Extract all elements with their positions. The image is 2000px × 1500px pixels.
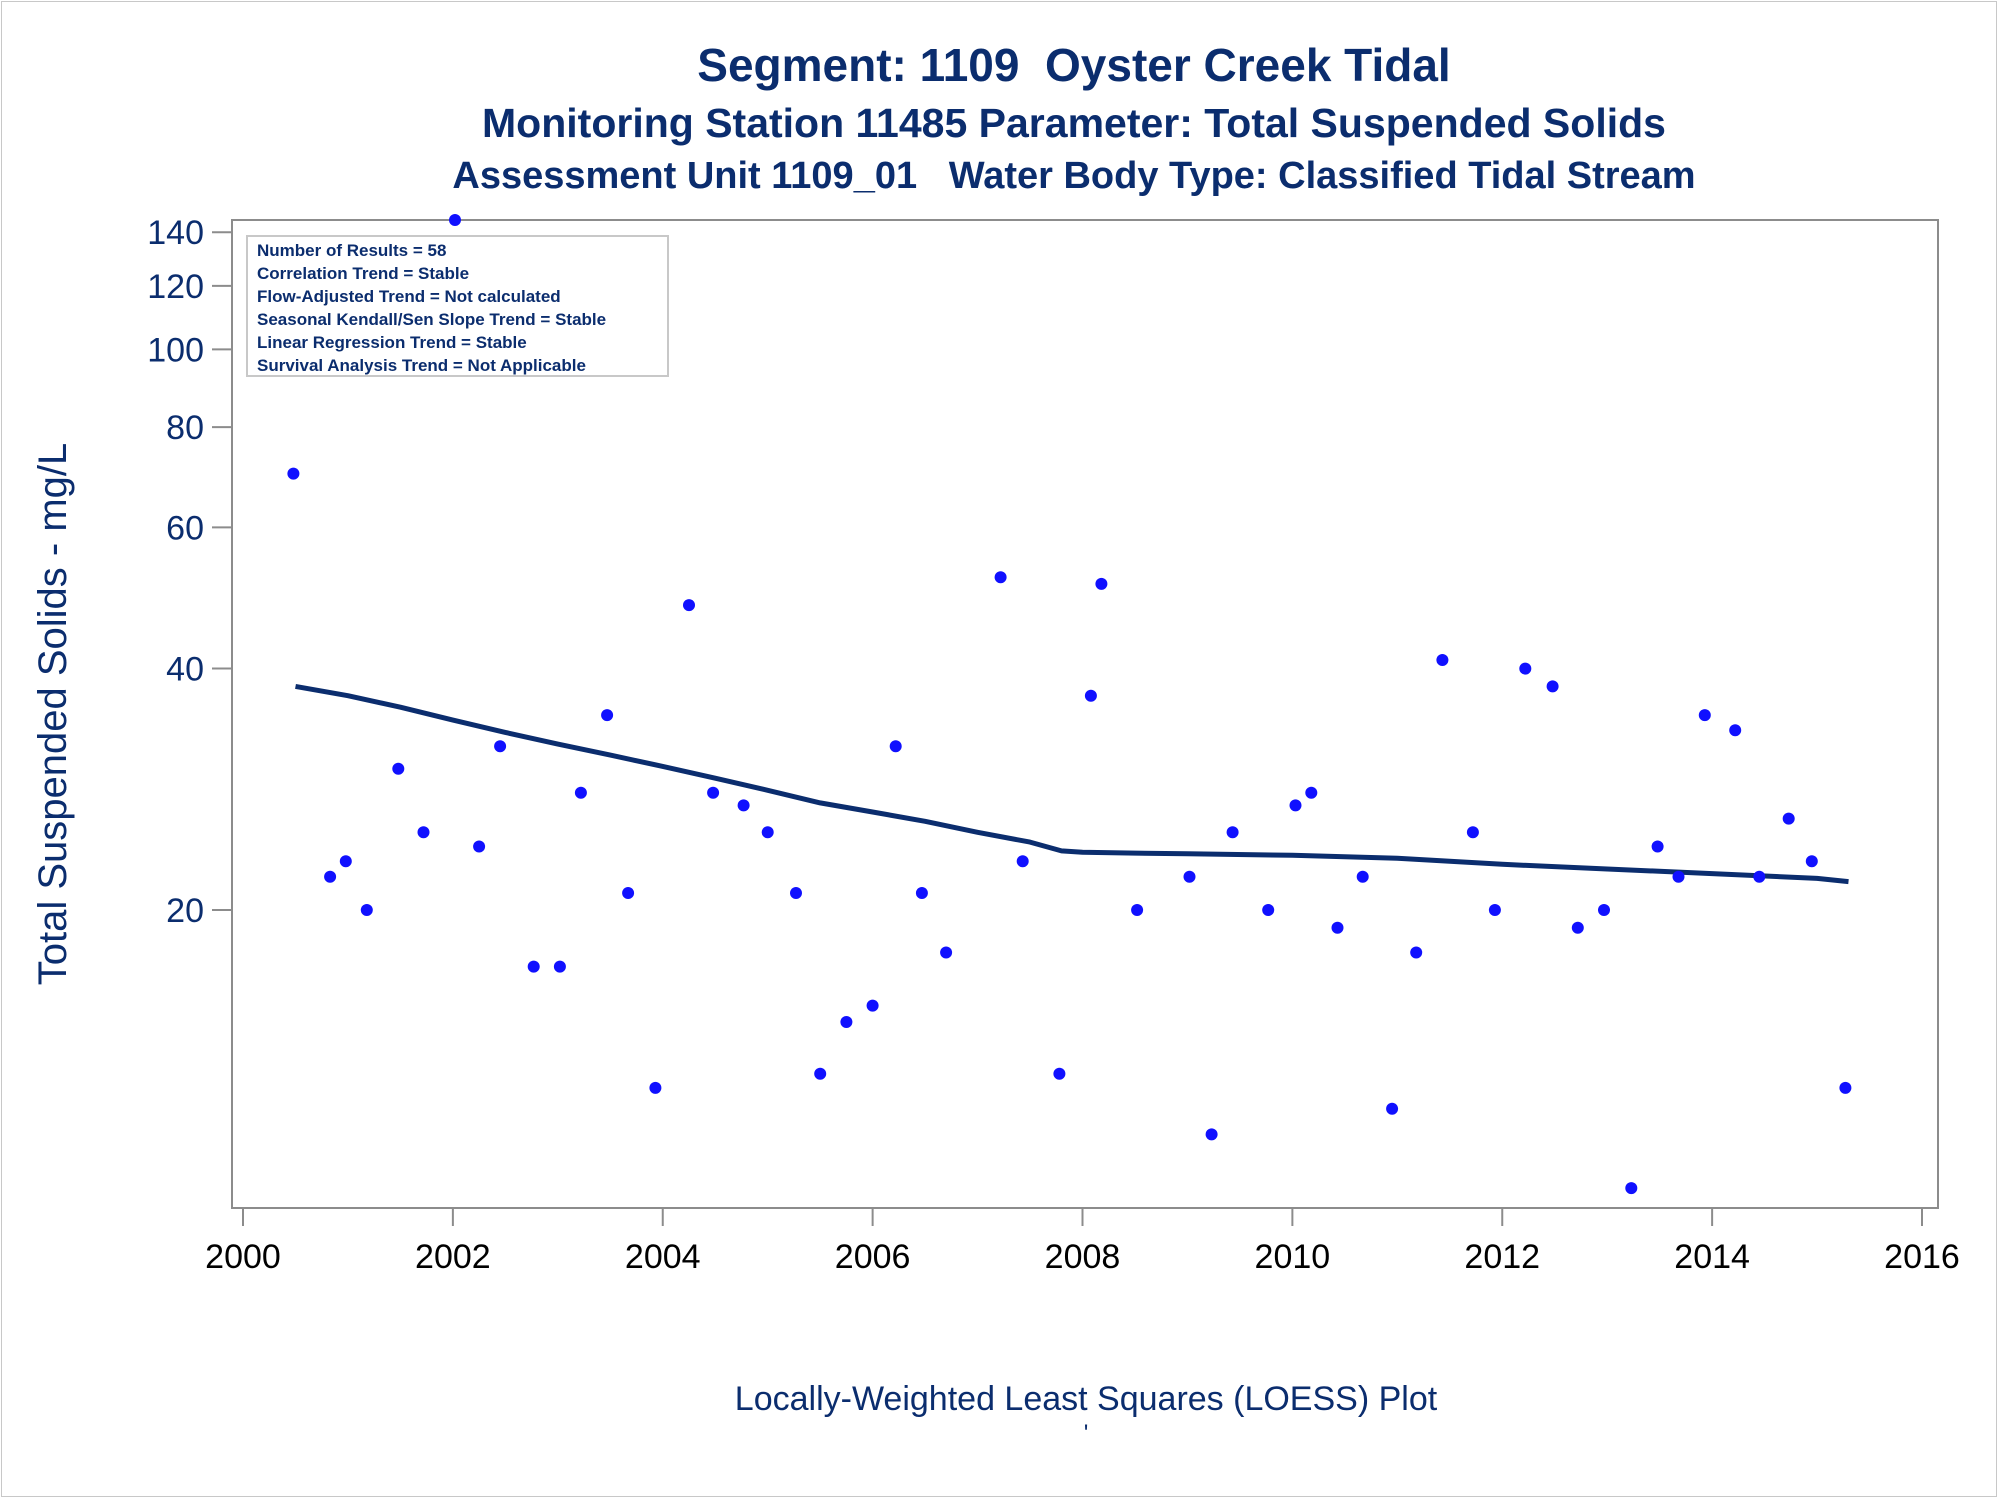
data-point (707, 786, 720, 799)
data-point (683, 599, 695, 612)
data-point (1262, 904, 1275, 916)
data-point (866, 999, 879, 1012)
data-point (1519, 662, 1532, 675)
stats-box-line: Flow-Adjusted Trend = Not calculated (257, 287, 561, 306)
data-point (1095, 577, 1108, 590)
data-point (1598, 904, 1610, 916)
chart-title: Segment: 1109 Oyster Creek Tidal (697, 39, 1451, 91)
data-point (527, 960, 540, 973)
data-point (940, 946, 953, 959)
data-point (1782, 812, 1795, 825)
loess-line (295, 683, 1849, 885)
stats-box-line: Seasonal Kendall/Sen Slope Trend = Stabl… (257, 310, 606, 329)
x-tick-label: 2010 (1255, 1238, 1331, 1276)
x-tick-label: 2016 (1884, 1238, 1960, 1276)
data-point (790, 887, 802, 899)
stats-box-border (246, 235, 669, 377)
data-point (994, 571, 1007, 584)
data-point (1183, 870, 1196, 883)
y-axis: 20 40 60 80 100 120 140 (147, 214, 232, 930)
chart-subtitle-2: Assessment Unit 1109_01 Water Body Type:… (452, 155, 1696, 197)
footnote: Locally-Weighted Least Squares (LOESS) P… (734, 1380, 1438, 1418)
data-point (1084, 689, 1097, 702)
data-point (473, 840, 486, 853)
plot-area-border (231, 219, 1939, 1209)
data-point (761, 826, 774, 839)
data-point (1488, 904, 1501, 916)
data-point (915, 887, 928, 899)
data-point (1625, 1182, 1638, 1195)
footnote-mark: ' (1083, 1420, 1089, 1447)
data-point (1016, 855, 1029, 868)
data-point (1466, 826, 1479, 839)
data-point (737, 799, 750, 812)
data-point (1839, 1081, 1852, 1094)
chart-subtitle: Monitoring Station 11485 Parameter: Tota… (482, 100, 1666, 146)
data-point (392, 762, 405, 775)
data-point (1805, 855, 1818, 868)
x-tick-label: 2002 (415, 1238, 491, 1276)
data-point (1131, 904, 1144, 916)
data-point (1410, 946, 1423, 959)
data-point (889, 740, 902, 753)
data-point (1672, 870, 1685, 883)
data-point (649, 1081, 662, 1094)
x-tick-label: 2008 (1045, 1238, 1121, 1276)
y-tick-label: 120 (147, 268, 204, 306)
stats-box-line: Number of Results = 58 (257, 241, 446, 260)
data-point (1698, 709, 1711, 722)
data-point (1331, 921, 1344, 934)
data-point (360, 904, 373, 916)
data-point (449, 214, 461, 226)
data-point (1386, 1102, 1399, 1115)
x-tick-label: 2006 (835, 1238, 911, 1276)
data-point (1729, 724, 1742, 737)
data-point (601, 709, 614, 722)
y-tick-label: 80 (166, 409, 204, 447)
data-point (339, 855, 352, 868)
data-point (574, 786, 587, 799)
x-tick-label: 2004 (625, 1238, 701, 1276)
data-point (1753, 870, 1766, 883)
stats-box: Number of Results = 58 Correlation Trend … (246, 235, 669, 377)
y-tick-label: 60 (166, 509, 204, 547)
x-axis: 2000 2002 2004 2006 2008 2010 2012 2014 2016 (205, 1208, 1960, 1276)
data-point (287, 467, 300, 480)
stats-box-line: Survival Analysis Trend = Not Applicable (257, 356, 586, 375)
y-tick-label: 140 (147, 214, 204, 252)
data-point (417, 826, 430, 839)
data-point (324, 870, 337, 883)
x-tick-label: 2000 (205, 1238, 281, 1276)
data-point (622, 887, 635, 899)
data-point (1571, 921, 1584, 934)
data-point (1053, 1067, 1066, 1080)
data-point (1356, 870, 1369, 883)
x-tick-label: 2012 (1464, 1238, 1540, 1276)
data-point (1289, 799, 1302, 812)
data-point (1651, 840, 1664, 853)
data-point (840, 1016, 853, 1028)
data-point (814, 1067, 827, 1080)
y-tick-label: 100 (147, 331, 204, 369)
x-tick-label: 2014 (1674, 1238, 1750, 1276)
data-point (1205, 1128, 1218, 1141)
y-tick-label: 20 (166, 892, 204, 930)
y-axis-label: Total Suspended Solids - mg/L (31, 443, 75, 986)
stats-box-line: Linear Regression Trend = Stable (257, 333, 527, 352)
y-tick-label: 40 (166, 651, 204, 689)
stats-box-line: Correlation Trend = Stable (257, 264, 469, 283)
data-point (1305, 786, 1318, 799)
data-point (1546, 680, 1559, 693)
data-point (1226, 826, 1239, 839)
loess-series (295, 683, 1849, 885)
data-point (494, 740, 507, 753)
data-point (1436, 654, 1449, 666)
data-point (553, 960, 566, 973)
scatter-series (287, 214, 1852, 1195)
